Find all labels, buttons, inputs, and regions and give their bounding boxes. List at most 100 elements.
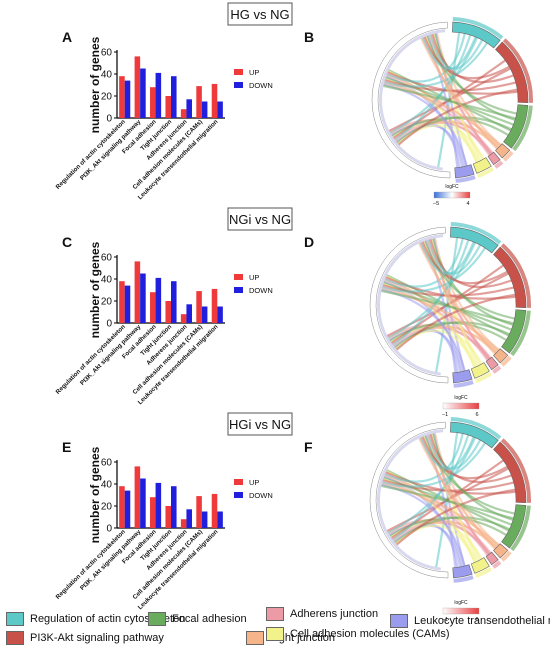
bar-down [155,277,162,323]
comparison-title: HGi vs NG [229,417,291,432]
bar-down [171,281,177,323]
pathway-arc [493,543,509,559]
bar-down [186,509,192,528]
chord-ribbon [384,42,488,88]
legend-swatch [148,612,166,626]
bar-legend-label: UP [249,478,259,487]
pathway-arc-outer [500,355,512,367]
panel-letter: B [304,29,314,45]
chord-ribbon [382,442,486,488]
logfc-label: logFC [445,184,459,190]
bar-down [155,482,162,528]
pathway-arc-outer [477,166,494,178]
pathway-arc-outer [510,505,531,552]
chord-ribbon [421,36,477,70]
pathway-legend-item: Regulation of actin cytoskeleton [6,612,185,626]
bar-legend-swatch [234,82,243,88]
bar-up [119,76,125,118]
bar-legend-label: DOWN [249,491,273,500]
legend-label: Tight junction [270,632,336,644]
pathway-arc-outer [475,566,492,578]
bar-legend-swatch [234,274,243,280]
bar-down [217,306,223,323]
chord-ribbon [418,437,497,549]
logfc-scale [442,402,480,410]
pathway-arc [485,356,499,371]
chord-ribbon [423,36,510,80]
bar-legend-swatch [234,69,243,75]
bar-down [217,511,223,528]
y-tick-label: 40 [101,275,113,286]
chord-ribbon [386,33,466,83]
pathway-arc-outer [492,365,502,374]
pathway-arc-outer [510,310,531,357]
bar-up [196,496,202,528]
pathway-arc [501,504,527,549]
bar-down [201,511,208,528]
legend-swatch [266,607,284,621]
chord-ribbon [395,488,516,546]
bar-legend-swatch [234,479,243,485]
y-tick-label: 60 [101,458,113,469]
logfc-max: 4 [466,201,469,207]
chord-ribbon [384,238,464,288]
bar-up [180,519,187,528]
bar-down [140,273,146,323]
pathway-arc-outer [453,380,474,388]
pathway-arc-outer [500,550,512,562]
pathway-arc-outer [475,371,492,383]
pathway-arc [487,151,501,166]
y-tick-label: 40 [101,480,113,491]
panel-letter: E [62,439,71,455]
y-tick-label: 60 [101,48,113,59]
chord-ribbon [392,239,470,346]
legend-label: PI3K-Akt signaling pathway [30,632,164,644]
chord-ribbon [383,82,502,146]
pathway-arc [454,164,475,179]
y-axis-label: number of genes [88,446,102,543]
logfc-label: logFC [454,600,468,606]
pathway-legend-item: PI3K-Akt signaling pathway [6,631,164,645]
chord-diagram: logFC −1 6 [369,417,532,623]
y-tick-label: 20 [101,92,113,103]
legend-label: Regulation of actin cytoskeleton [30,613,186,625]
bar-legend-label: UP [249,68,259,77]
pathway-arc [450,421,499,449]
pathway-arc [470,557,490,574]
chord-ribbon [421,436,508,480]
pathway-arc [503,104,529,149]
chord-ribbon [381,287,500,351]
logfc-min: −1 [442,617,448,623]
bar-down [171,486,177,528]
legend-swatch [266,627,284,641]
legend-label: Leukocyte transendothelial migration [414,615,550,627]
chord-ribbon [381,482,500,546]
pathway-arc [450,226,499,254]
gene-arc [369,421,449,579]
pathway-arc-outer [500,438,532,503]
chord-ribbon [392,434,470,541]
chord-ribbon [419,241,475,275]
pathway-arc-outer [502,150,514,162]
pathway-arc [472,157,492,174]
pathway-arc-outer [453,575,474,583]
bar-up [150,497,156,528]
panel-letter: F [304,439,313,455]
comparison-title-box [227,412,293,436]
panel-letter: A [62,29,72,45]
y-axis-label: number of genes [88,36,102,133]
legend-label: Cell adhesion molecules (CAMs) [290,628,450,640]
chord-ribbon [418,242,497,354]
bar-up [211,288,218,323]
bar-down [186,304,192,323]
pathway-arc-outer [452,17,504,40]
chord-ribbon [383,84,516,120]
bar-down [124,490,131,528]
pathway-arc [493,246,527,309]
bar-up [196,86,202,118]
bar-down [171,76,177,118]
logfc-scale [433,191,471,199]
pathway-legend-item: Focal adhesion [148,612,247,626]
legend-label: Focal adhesion [172,613,247,625]
y-tick-label: 20 [101,297,113,308]
